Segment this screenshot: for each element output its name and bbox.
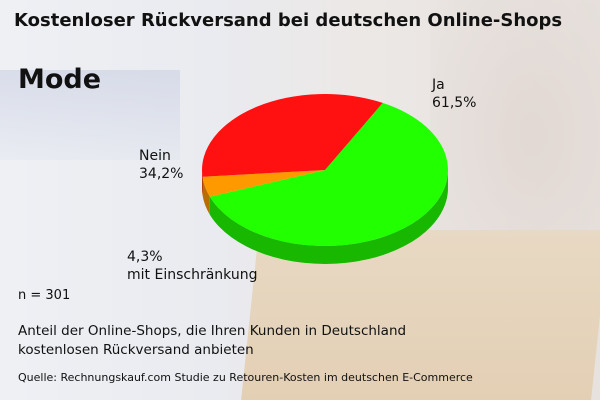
source-note: Quelle: Rechnungskauf.com Studie zu Reto… (18, 371, 473, 384)
caption-line-1: Anteil der Online-Shops, die Ihren Kunde… (18, 323, 407, 339)
pie-slice-ja (209, 102, 449, 246)
slice-label-ja-value: 61,5% (432, 95, 477, 111)
chart-title: Kostenloser Rückversand bei deutschen On… (14, 10, 563, 31)
chart-subtitle: Mode (18, 64, 102, 95)
slice-label-ja: Ja 61,5% (432, 76, 476, 112)
slice-label-nein: Nein 34,2% (139, 147, 183, 183)
pie-slice-side-ja (209, 170, 448, 264)
pie-slice-nein (202, 93, 383, 177)
sample-size: n = 301 (18, 288, 71, 303)
slice-label-nein-value: 34,2% (139, 166, 184, 182)
pie-slice-side-mit-einschr-nkung (202, 176, 210, 215)
background-shelf (0, 70, 180, 160)
chart-caption: Anteil der Online-Shops, die Ihren Kunde… (18, 322, 578, 360)
pie-slice-mit-einschr-nkung (202, 170, 325, 197)
slice-label-einschraenkung: 4,3% mit Einschränkung (127, 248, 257, 284)
slice-label-nein-name: Nein (139, 148, 171, 164)
slice-label-einschraenkung-name: mit Einschränkung (127, 267, 258, 283)
slice-label-ja-name: Ja (432, 77, 445, 93)
slice-label-einschraenkung-value: 4,3% (127, 249, 163, 265)
caption-line-2: kostenlosen Rückversand anbieten (18, 342, 254, 358)
